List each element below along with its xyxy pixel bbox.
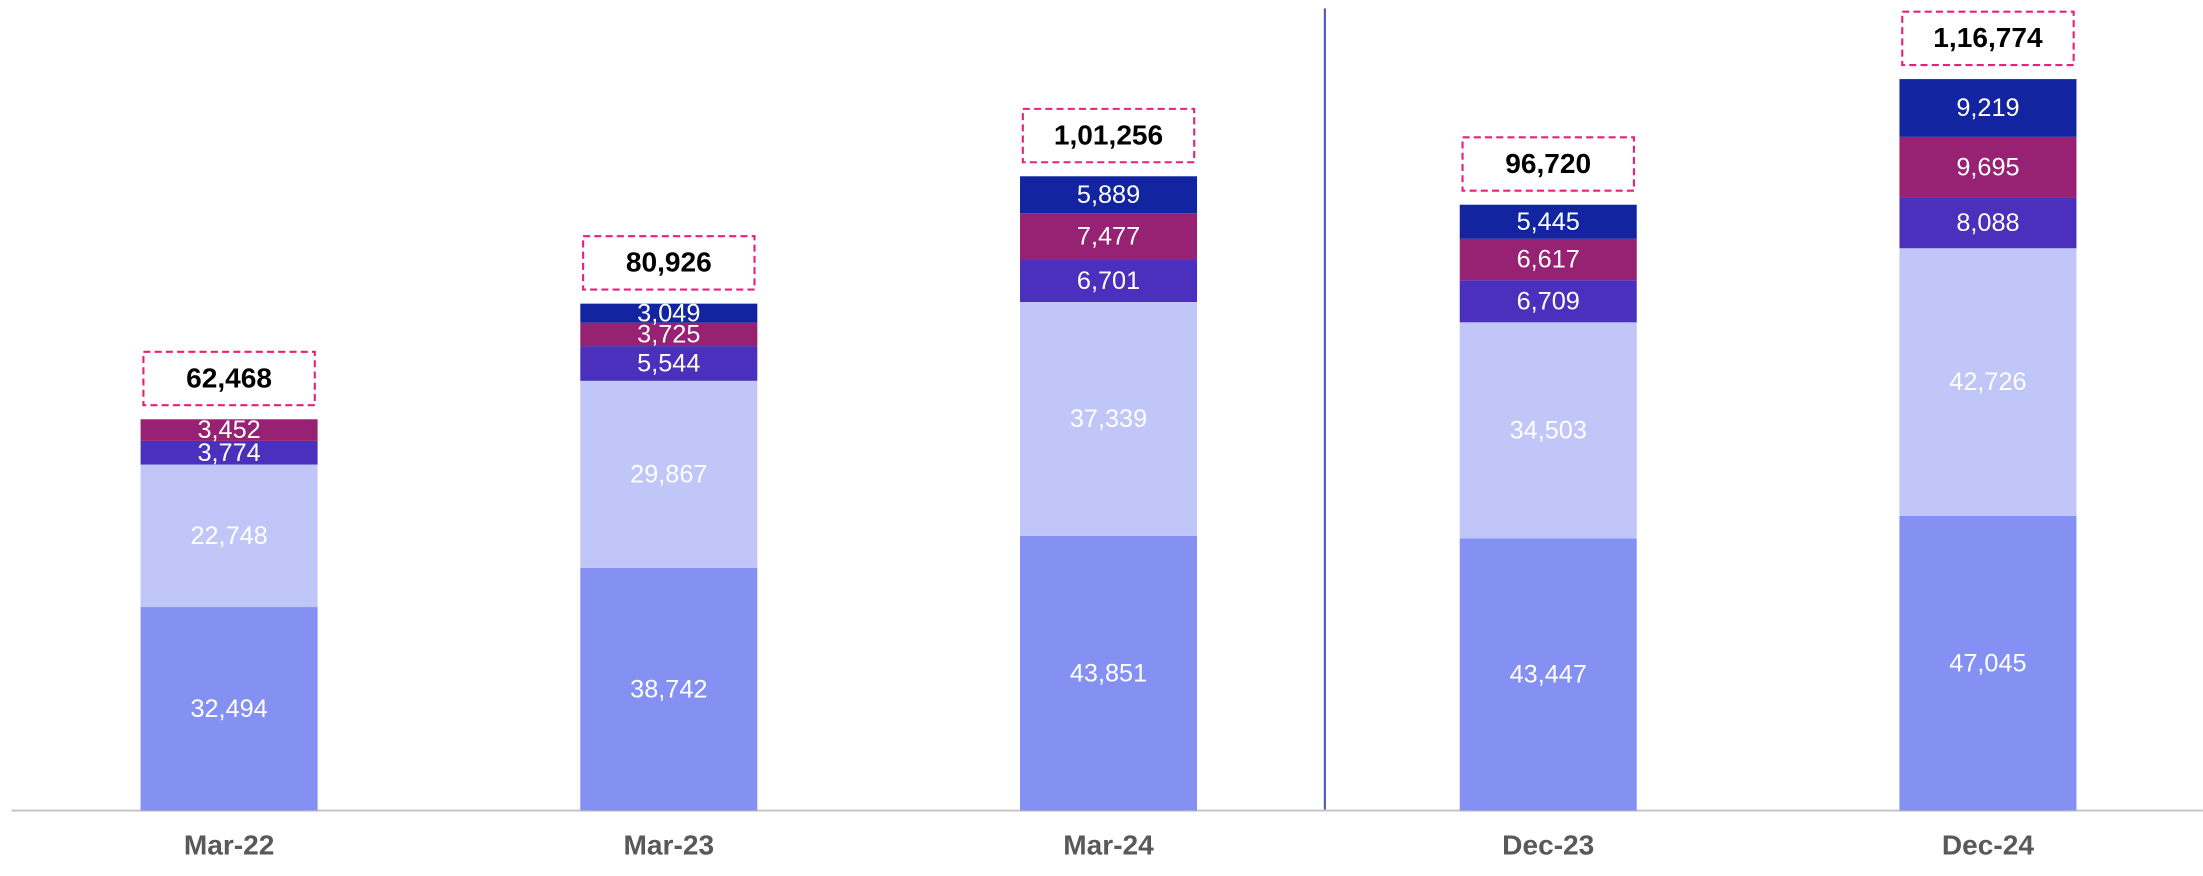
- total-box: [142, 350, 316, 407]
- bar-segment: [580, 346, 758, 381]
- segment-label: 5,544: [637, 350, 700, 378]
- bar-segment: [140, 607, 318, 811]
- x-tick-label: Mar-24: [1063, 830, 1154, 861]
- bar-segment: [140, 419, 318, 441]
- segment-label: 43,851: [1070, 659, 1147, 687]
- segment-label: 9,219: [1956, 94, 2019, 122]
- bar-segment: [1899, 248, 2077, 516]
- total-box: [582, 235, 756, 291]
- bar-segment: [580, 322, 758, 347]
- total-label: 62,468: [186, 362, 272, 393]
- segment-label: 38,742: [630, 675, 707, 703]
- segment-label: 3,049: [637, 299, 700, 327]
- x-tick-label: Mar-23: [624, 830, 715, 861]
- x-tick-label: Dec-24: [1942, 830, 2034, 861]
- bar-segment: [1899, 515, 2077, 811]
- bar-segment: [1899, 197, 2077, 249]
- segment-label: 42,726: [1949, 368, 2026, 396]
- bar-segment: [1020, 260, 1198, 302]
- bar-segment: [140, 464, 318, 608]
- bar-segment: [1020, 213, 1198, 261]
- bar-segment: [1020, 301, 1198, 536]
- segment-label: 3,452: [197, 416, 260, 444]
- segment-label: 22,748: [190, 522, 267, 550]
- bar-segment: [1459, 238, 1637, 281]
- bar-segment: [1459, 538, 1637, 811]
- segment-label: 37,339: [1070, 405, 1147, 433]
- bar-segment: [1459, 322, 1637, 539]
- segment-label: 6,701: [1077, 267, 1140, 295]
- segment-label: 29,867: [630, 460, 707, 488]
- bar-segment: [1899, 136, 2077, 198]
- total-label: 1,16,774: [1933, 22, 2043, 53]
- x-tick-label: Dec-23: [1502, 830, 1594, 861]
- bar-segment: [140, 440, 318, 465]
- total-label: 1,01,256: [1054, 119, 1163, 150]
- bar-segment: [580, 380, 758, 568]
- segment-label: 3,725: [637, 320, 700, 348]
- segment-label: 3,774: [197, 439, 260, 467]
- segment-label: 8,088: [1956, 209, 2019, 237]
- segment-label: 34,503: [1510, 416, 1587, 444]
- bar-segment: [1899, 79, 2077, 137]
- total-box: [1461, 136, 1635, 192]
- total-box: [1021, 107, 1196, 164]
- bar-segment: [1459, 204, 1637, 239]
- segment-label: 5,889: [1077, 181, 1140, 209]
- total-box: [1901, 10, 2075, 67]
- bar-segment: [1020, 535, 1198, 811]
- segment-label: 5,445: [1517, 208, 1580, 236]
- total-label: 96,720: [1505, 148, 1591, 179]
- x-tick-label: Mar-22: [184, 830, 275, 861]
- segment-label: 6,617: [1517, 246, 1580, 274]
- total-label: 80,926: [626, 247, 712, 278]
- segment-label: 43,447: [1510, 661, 1587, 689]
- segment-label: 47,045: [1949, 649, 2026, 677]
- segment-label: 32,494: [190, 695, 267, 723]
- segment-label: 9,695: [1956, 153, 2019, 181]
- bar-segment: [1459, 280, 1637, 323]
- segment-label: 7,477: [1077, 223, 1140, 251]
- bar-segment: [580, 303, 758, 323]
- segment-label: 6,709: [1517, 287, 1580, 315]
- bar-segment: [580, 567, 758, 811]
- bar-segment: [1020, 176, 1198, 214]
